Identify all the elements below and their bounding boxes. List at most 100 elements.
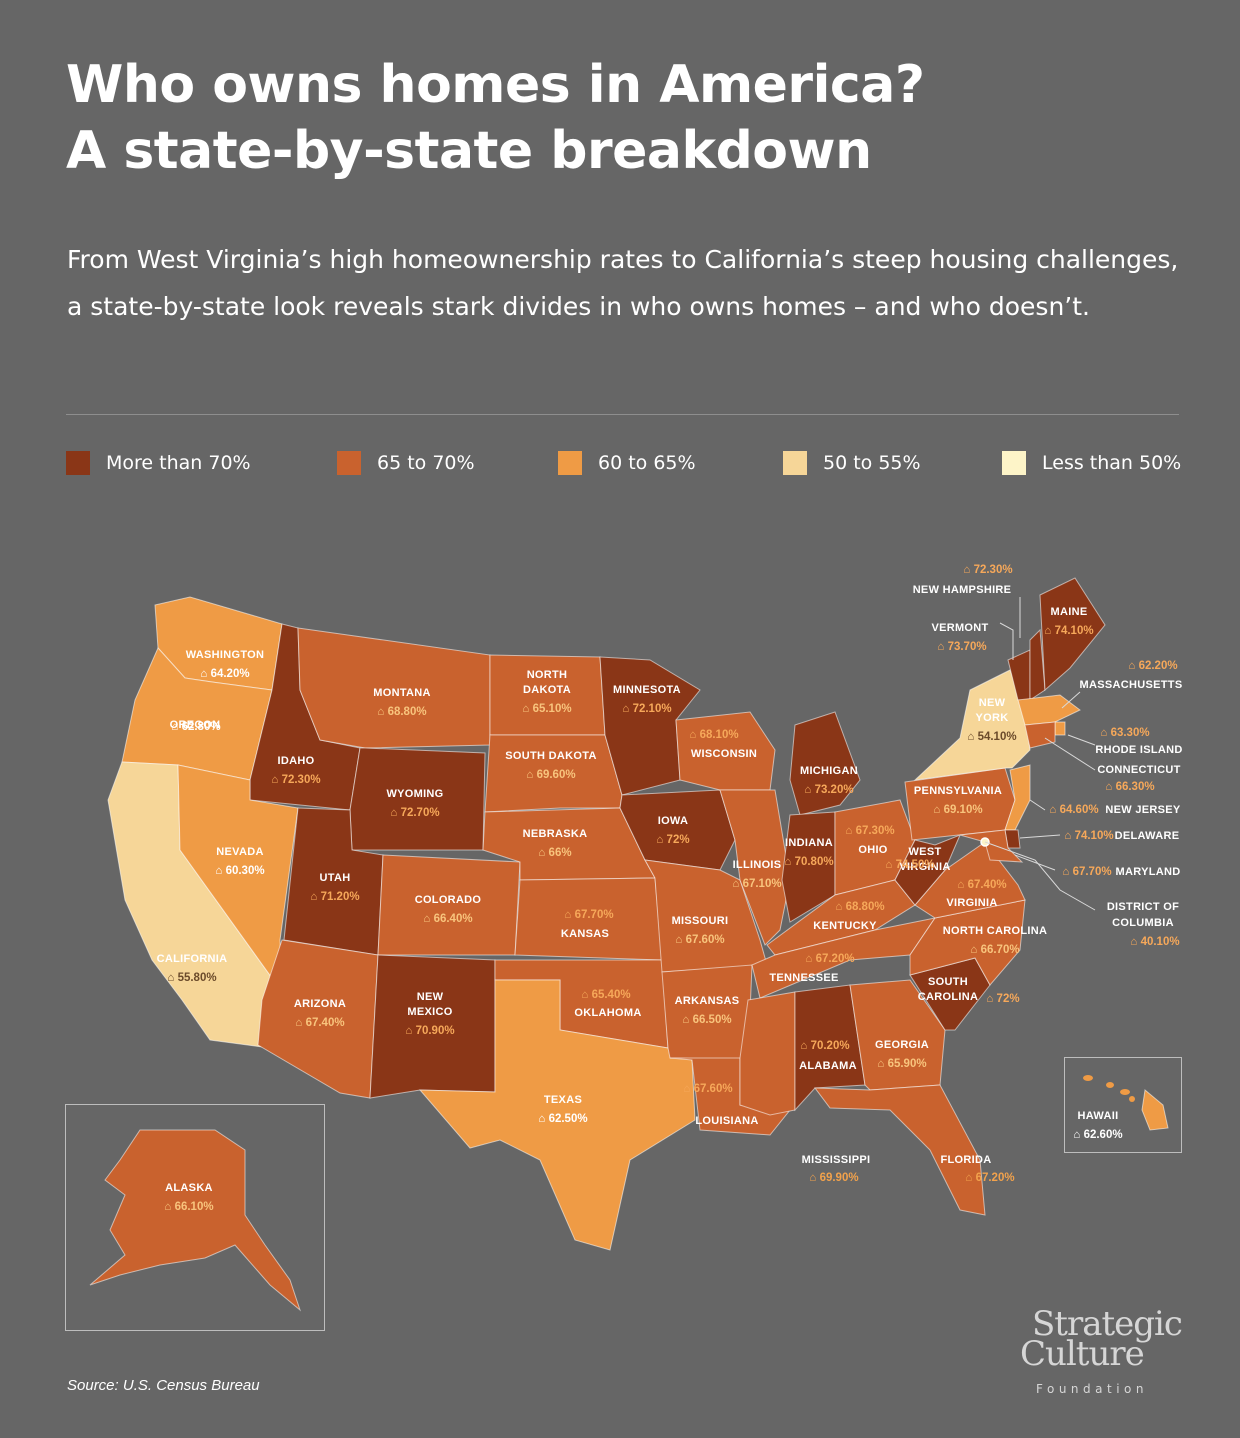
state-label-district-of-columbia: DISTRICT OF [1107, 901, 1179, 913]
state-label-north-dakota-line-2: DAKOTA [523, 684, 571, 696]
legend-swatch [558, 451, 582, 475]
callout-line-massachusetts [1061, 691, 1081, 709]
state-label-delaware: DELAWARE [1115, 830, 1180, 842]
state-label-illinois: ILLINOIS [733, 859, 782, 871]
state-value-alaska: ⌂ 66.10% [164, 1201, 213, 1213]
state-label-mississippi: MISSISSIPPI [802, 1154, 871, 1166]
state-label-arizona: ARIZONA [294, 998, 346, 1010]
legend-swatch [337, 451, 361, 475]
state-label-minnesota: MINNESOTA [613, 684, 681, 696]
state-value-michigan: ⌂ 73.20% [804, 784, 853, 796]
logo-line-2: Culture [1020, 1334, 1145, 1374]
state-shape-alaska [89, 1129, 302, 1312]
state-label-iowa: IOWA [658, 815, 689, 827]
state-value-indiana: ⌂ 70.80% [784, 856, 833, 868]
callout-line-connecticut [1044, 737, 1096, 771]
legend-item-65-to-70: 65 to 70% [337, 451, 475, 475]
state-shape-missouri [644, 859, 768, 973]
state-value-minnesota: ⌂ 72.10% [622, 703, 671, 715]
divider [66, 414, 1179, 415]
state-value-arkansas: ⌂ 66.50% [682, 1014, 731, 1026]
state-label-kansas: KANSAS [561, 928, 609, 940]
state-value-north-dakota: ⌂ 65.10% [522, 703, 571, 715]
legend-item-60-to-65: 60 to 65% [558, 451, 696, 475]
callout-line-delaware [1019, 834, 1061, 839]
state-value-alabama: ⌂ 70.20% [800, 1040, 849, 1052]
state-shape-connecticut [1024, 721, 1056, 749]
state-label-washington: WASHINGTON [186, 649, 265, 661]
state-label-colorado: COLORADO [415, 894, 482, 906]
state-value-new-york: ⌂ 54.10% [967, 731, 1016, 743]
state-label-arkansas: ARKANSAS [675, 995, 740, 1007]
state-label-maryland: MARYLAND [1116, 866, 1181, 878]
state-shape-maine [1039, 577, 1106, 692]
state-label-texas: TEXAS [544, 1094, 582, 1106]
state-shape-nevada [177, 764, 299, 994]
state-label-new-york-line-2: YORK [976, 712, 1009, 724]
state-value-nebraska: ⌂ 66% [538, 847, 571, 859]
state-label-rhode-island: RHODE ISLAND [1095, 744, 1182, 756]
hawaii-inset-frame [1064, 1057, 1182, 1153]
state-value-wisconsin: ⌂ 68.10% [689, 729, 738, 741]
state-value-massachusetts: ⌂ 62.20% [1128, 660, 1177, 672]
legend-item-50-to-55: 50 to 55% [783, 451, 921, 475]
state-value-new-hampshire: ⌂ 72.30% [963, 564, 1012, 576]
state-value-vermont: ⌂ 73.70% [937, 641, 986, 653]
state-value-west-virginia: ⌂ 74.50% [885, 859, 934, 871]
state-value-texas: ⌂ 62.50% [538, 1113, 587, 1125]
state-label-georgia: GEORGIA [875, 1039, 929, 1051]
state-label-pennsylvania: PENNSYLVANIA [914, 785, 1002, 797]
state-value-missouri: ⌂ 67.60% [675, 934, 724, 946]
state-value-iowa: ⌂ 72% [656, 834, 689, 846]
state-value-north-carolina: ⌂ 66.70% [970, 944, 1019, 956]
state-label-maine: MAINE [1051, 606, 1088, 618]
legend-label: More than 70% [106, 452, 251, 474]
state-shape-massachusetts [1017, 694, 1081, 726]
page-title: Who owns homes in America? A state-by-st… [66, 52, 1186, 184]
state-label-california: CALIFORNIA [157, 953, 228, 965]
state-label-new-hampshire: NEW HAMPSHIRE [913, 584, 1012, 596]
legend-swatch [66, 451, 90, 475]
callout-line-district-of-columbia [984, 841, 1096, 911]
hawaii-island-1 [1106, 1082, 1114, 1088]
state-value-district-of-columbia: ⌂ 40.10% [1130, 936, 1179, 948]
state-shape-indiana [781, 811, 836, 923]
state-value-ohio: ⌂ 67.30% [845, 825, 894, 837]
state-shape-alabama [794, 984, 866, 1112]
state-label-vermont: VERMONT [931, 622, 988, 634]
state-label-nevada: NEVADA [216, 846, 263, 858]
state-label-kentucky: KENTUCKY [813, 920, 877, 932]
state-value-california: ⌂ 55.80% [167, 972, 216, 984]
state-value-colorado: ⌂ 66.40% [423, 913, 472, 925]
callout-line-new-jersey [1029, 799, 1046, 811]
callout-line-rhode-island [1067, 734, 1096, 746]
state-shape-illinois [719, 789, 791, 946]
state-label-new-jersey: NEW JERSEY [1105, 804, 1180, 816]
hawaii-island-0 [1083, 1075, 1093, 1081]
state-value-delaware: ⌂ 74.10% [1064, 830, 1113, 842]
legend-label: 60 to 65% [598, 452, 696, 474]
state-value-arizona: ⌂ 67.40% [295, 1017, 344, 1029]
state-label-connecticut: CONNECTICUT [1097, 764, 1180, 776]
state-value-maine: ⌂ 74.10% [1044, 625, 1093, 637]
strategic-culture-logo: Strategic Culture Foundation [1016, 1305, 1191, 1405]
state-value-utah: ⌂ 71.20% [310, 891, 359, 903]
state-label-alaska: ALASKA [165, 1182, 213, 1194]
state-value-georgia: ⌂ 65.90% [877, 1058, 926, 1070]
callout-line-vermont [999, 622, 1014, 660]
state-label-south-carolina: SOUTH [928, 976, 968, 988]
legend-item-more-than-70: More than 70% [66, 451, 251, 475]
legend-item-less-than-50: Less than 50% [1002, 451, 1181, 475]
state-value-nevada: ⌂ 60.30% [215, 865, 264, 877]
alaska-inset-frame [65, 1104, 325, 1331]
state-label-south-dakota: SOUTH DAKOTA [505, 750, 596, 762]
legend-label: Less than 50% [1042, 452, 1182, 474]
state-label-north-dakota: NORTH [527, 669, 568, 681]
state-shape-arkansas [661, 964, 753, 1061]
state-shape-new-york [913, 669, 1031, 781]
state-label-new-york: NEW [979, 697, 1006, 709]
state-label-utah: UTAH [320, 872, 351, 884]
hawaii-island-3 [1129, 1096, 1135, 1102]
state-label-indiana: INDIANA [785, 837, 833, 849]
